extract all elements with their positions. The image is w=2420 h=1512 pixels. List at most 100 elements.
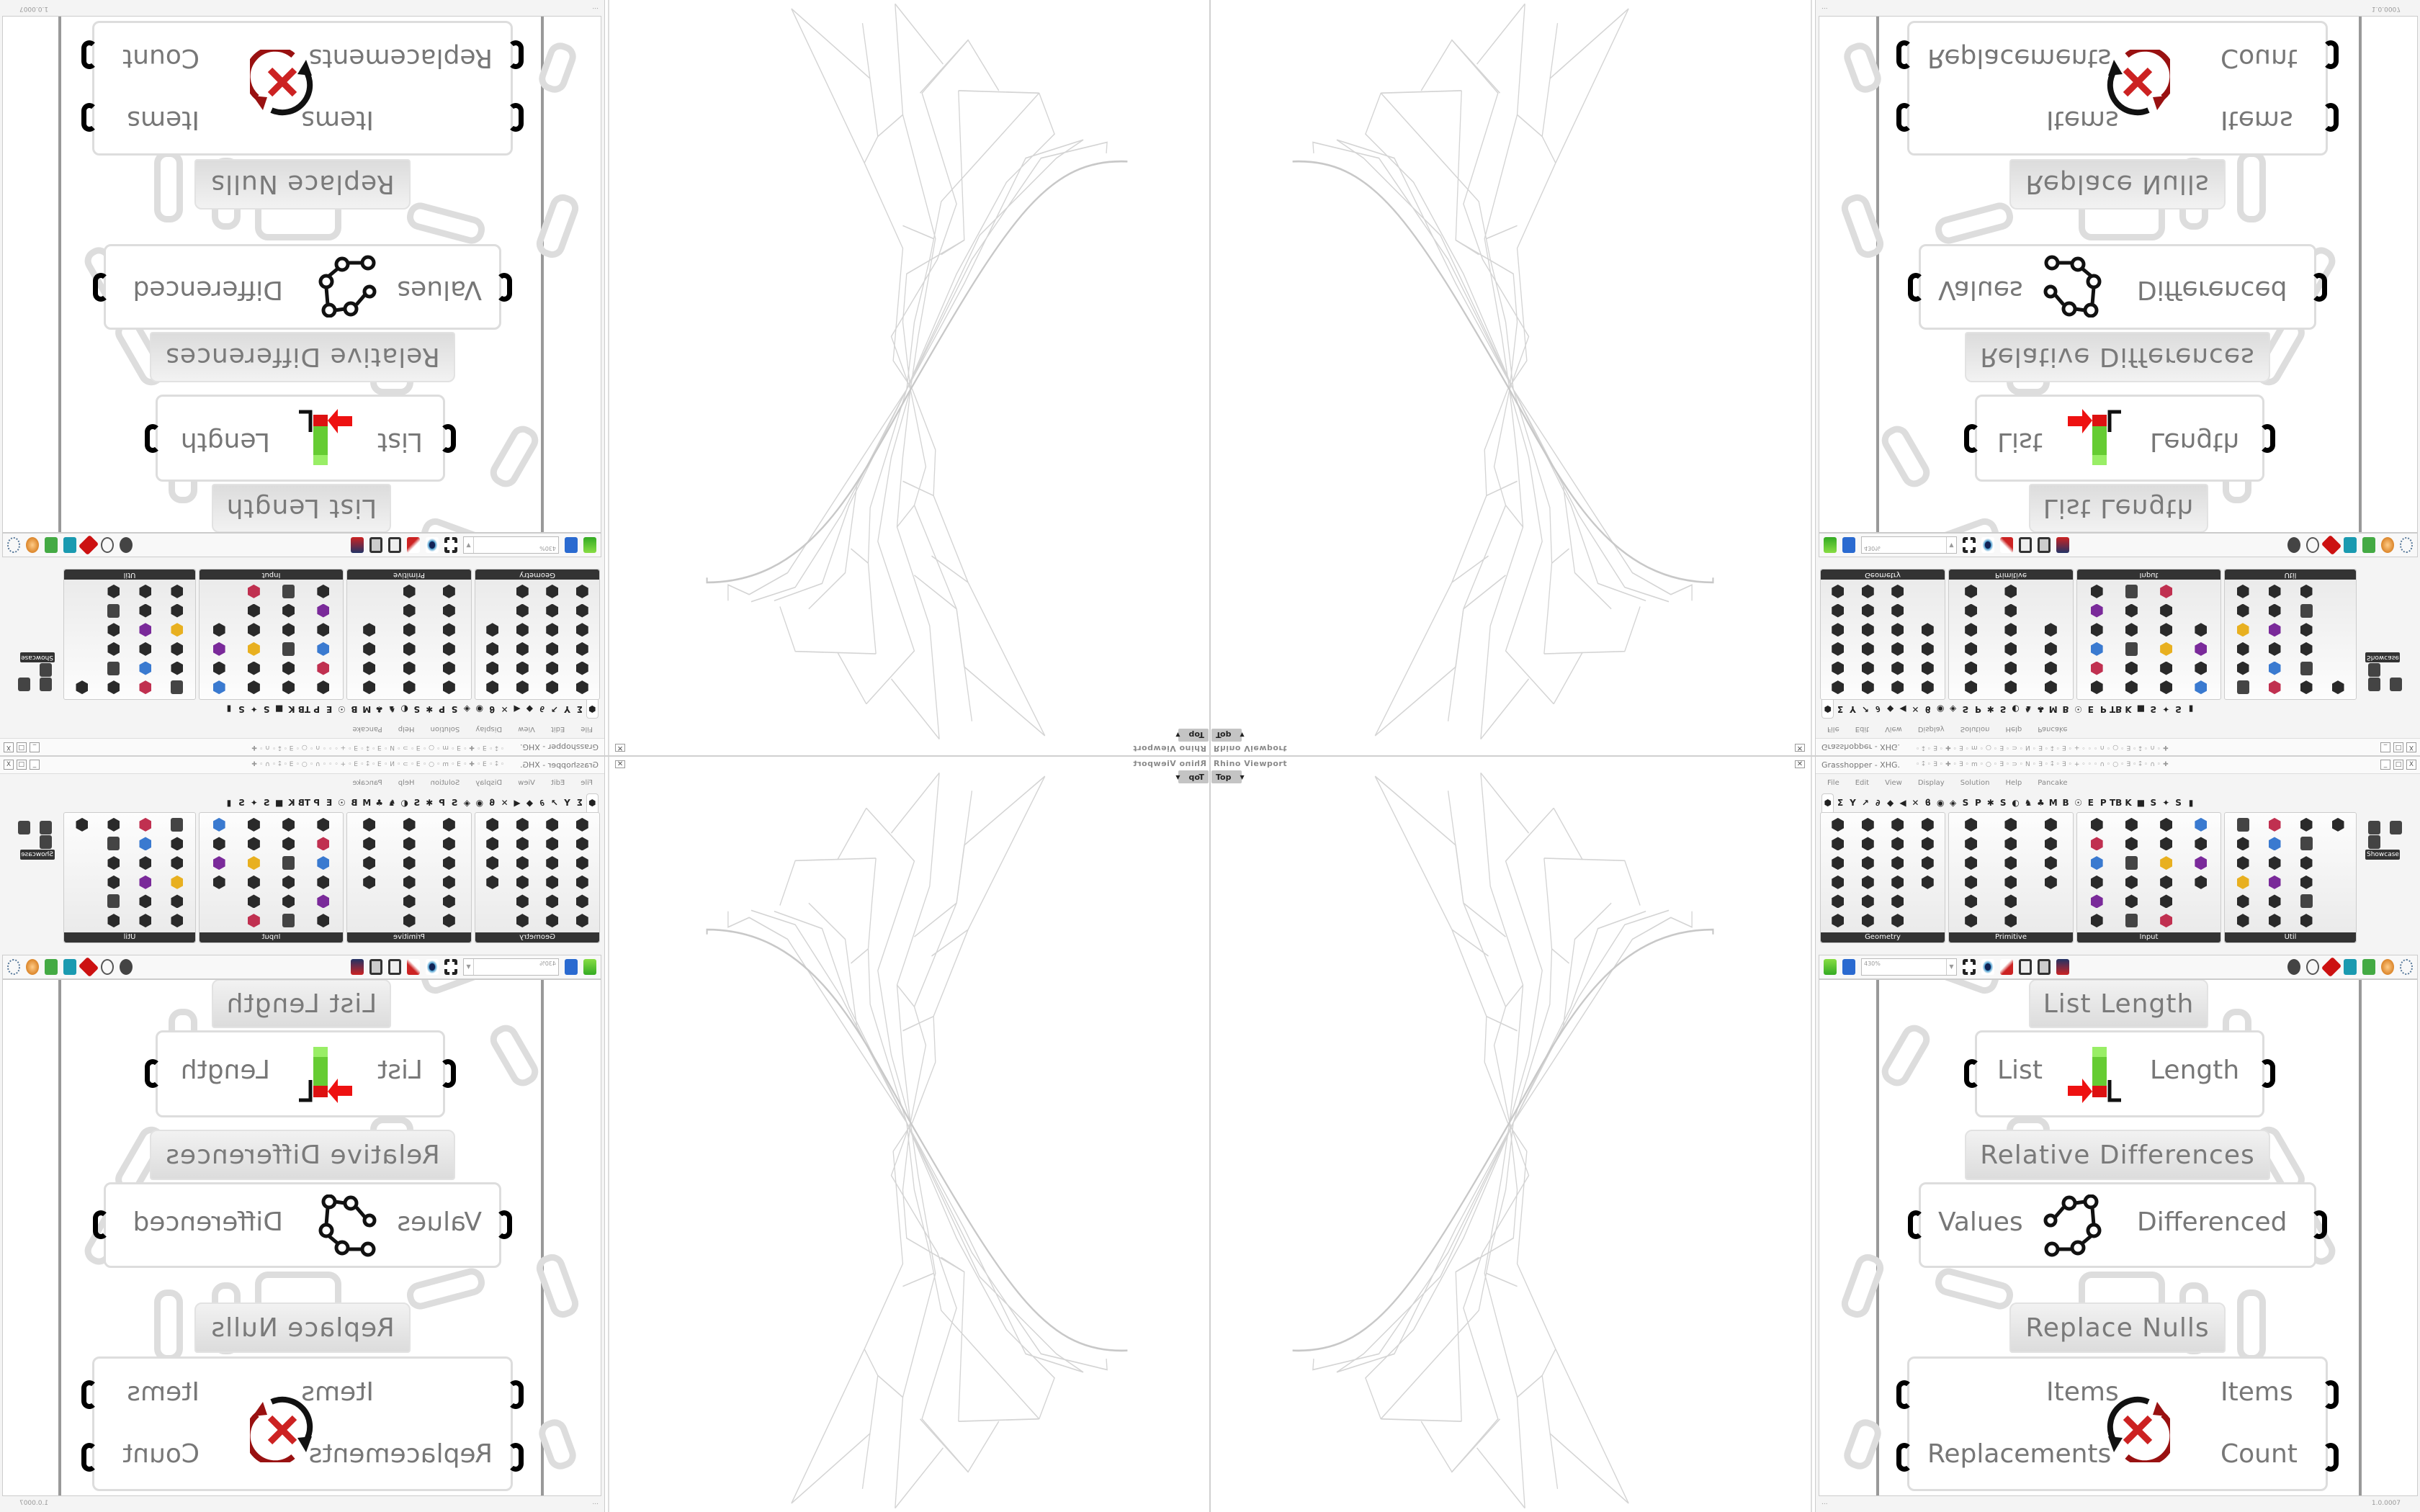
maximize-button[interactable]: □ (17, 760, 27, 770)
component-tab[interactable]: K (2125, 798, 2132, 808)
component-icon[interactable] (546, 876, 558, 889)
replace-nulls-component[interactable]: Items Replacements Items Count (81, 21, 524, 156)
component-icon[interactable] (140, 623, 152, 636)
menu-solution[interactable]: Solution (430, 725, 460, 733)
red-shade-icon[interactable] (2321, 956, 2342, 978)
component-icon[interactable] (1862, 585, 1874, 598)
maximize-button[interactable]: □ (2393, 742, 2403, 752)
component-icon[interactable] (486, 623, 498, 636)
component-icon[interactable] (76, 680, 89, 694)
input-port[interactable] (1908, 1210, 1924, 1239)
relative-differences-component[interactable]: Values Differenced (1908, 244, 2327, 330)
component-tab[interactable]: ϐ (489, 798, 496, 808)
component-icon[interactable] (2090, 875, 2103, 889)
component-tab[interactable]: TB (297, 704, 310, 714)
menu-solution[interactable]: Solution (1960, 779, 1990, 787)
menu-pancake[interactable]: Pancake (2038, 779, 2068, 787)
component-tab[interactable]: ↗ (1861, 704, 1869, 714)
component-icon[interactable] (516, 680, 529, 694)
zoom-level-input[interactable]: 430% ▼ (1861, 536, 1957, 554)
list-length-component[interactable]: List Length (1964, 395, 2275, 482)
component-tab[interactable]: ♞ (2024, 798, 2033, 808)
component-tab[interactable]: ◆ (526, 704, 533, 714)
lock-icon[interactable] (2038, 959, 2051, 975)
green-preview-icon[interactable] (45, 537, 58, 553)
component-tab[interactable]: ◀ (514, 798, 521, 808)
component-icon[interactable] (2268, 856, 2281, 870)
component-icon[interactable] (248, 642, 260, 656)
component-icon[interactable] (317, 604, 329, 618)
component-icon[interactable] (546, 662, 558, 675)
axis-icon[interactable] (2056, 959, 2069, 975)
component-icon[interactable] (2125, 623, 2138, 636)
lock-icon[interactable] (2038, 537, 2051, 553)
component-icon[interactable] (317, 876, 329, 889)
component-icon[interactable] (1891, 680, 1904, 694)
relative-differences-component[interactable]: Values Differenced (93, 244, 512, 330)
component-tab[interactable]: ◀ (1899, 704, 1906, 714)
showcase-tools[interactable]: Showcase T... (4, 644, 55, 694)
component-icon[interactable] (2269, 680, 2281, 694)
component-tab[interactable]: P (313, 798, 321, 808)
component-icon[interactable] (2236, 817, 2249, 832)
component-icon[interactable] (2300, 623, 2313, 636)
component-icon[interactable] (486, 642, 498, 656)
component-icon[interactable] (2195, 642, 2207, 656)
component-icon[interactable] (2090, 817, 2103, 832)
replace-nulls-component[interactable]: Items Replacements Items Count (1896, 1356, 2339, 1491)
rhino-viewport[interactable]: Rhino Viewport Top ▼ ✕ (1210, 756, 1812, 1512)
input-port[interactable] (496, 1210, 512, 1239)
component-icon[interactable] (317, 623, 329, 636)
panel-header-input[interactable]: Input (200, 570, 343, 580)
component-tab[interactable]: ☉ (338, 798, 346, 808)
save-icon[interactable] (1842, 959, 1855, 975)
component-icon[interactable] (2160, 875, 2173, 889)
component-tab[interactable]: ⬢ (1821, 700, 1834, 719)
component-icon[interactable] (1832, 604, 1844, 618)
component-icon[interactable] (516, 662, 529, 675)
component-icon[interactable] (363, 642, 375, 656)
component-tab[interactable]: B (2062, 798, 2069, 808)
menu-edit[interactable]: Edit (550, 779, 565, 787)
component-icon[interactable] (2044, 856, 2057, 870)
component-tab[interactable]: ☉ (2074, 704, 2082, 714)
component-icon[interactable] (213, 856, 225, 870)
component-icon[interactable] (282, 876, 295, 889)
component-tab[interactable]: Σ (1837, 704, 1844, 714)
component-tab[interactable]: P (439, 704, 446, 714)
component-icon[interactable] (2300, 817, 2313, 832)
component-icon[interactable] (576, 623, 588, 636)
component-icon[interactable] (171, 856, 184, 870)
component-icon[interactable] (317, 837, 329, 850)
component-icon[interactable] (107, 837, 120, 851)
component-icon[interactable] (576, 662, 588, 675)
component-icon[interactable] (1861, 875, 1874, 889)
menu-file[interactable]: File (581, 779, 593, 787)
component-tab[interactable]: ✕ (501, 704, 508, 714)
component-icon[interactable] (1832, 680, 1844, 694)
menu-help[interactable]: Help (398, 779, 415, 787)
component-icon[interactable] (363, 662, 375, 675)
component-icon[interactable] (2044, 837, 2057, 851)
component-icon[interactable] (2300, 603, 2313, 618)
teal-preview-icon[interactable] (63, 537, 76, 553)
component-icon[interactable] (2044, 875, 2057, 889)
component-icon[interactable] (248, 914, 260, 927)
component-icon[interactable] (108, 642, 120, 656)
component-icon[interactable] (2237, 604, 2249, 618)
component-icon[interactable] (171, 817, 184, 832)
zoom-extents-icon[interactable] (1963, 537, 1976, 553)
component-tab[interactable]: Y (564, 798, 570, 808)
component-icon[interactable] (1862, 662, 1874, 675)
component-icon[interactable] (213, 837, 225, 850)
component-icon[interactable] (576, 856, 588, 870)
view-dropdown[interactable]: Top ▼ (1175, 770, 1209, 783)
sketch-icon[interactable] (407, 959, 420, 975)
component-icon[interactable] (443, 894, 455, 908)
component-tab[interactable]: S (1999, 798, 2007, 808)
component-icon[interactable] (403, 662, 416, 675)
component-tab[interactable]: P (313, 704, 321, 714)
component-tab[interactable]: ✦ (250, 704, 258, 714)
component-icon[interactable] (140, 894, 152, 908)
component-tab[interactable]: M (362, 798, 372, 808)
